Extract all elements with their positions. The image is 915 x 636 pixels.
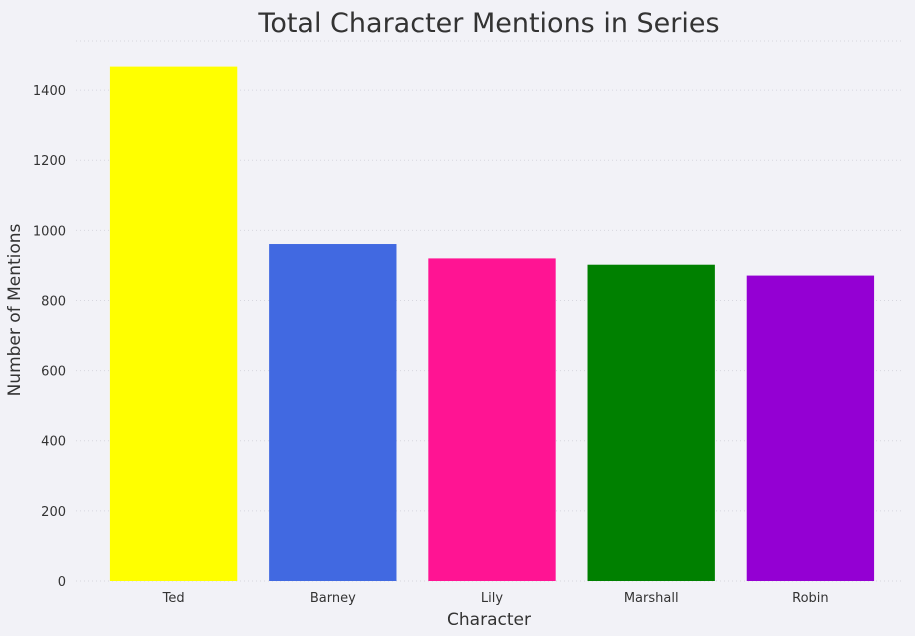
bar-lily — [428, 258, 556, 581]
chart-title: Total Character Mentions in Series — [257, 8, 719, 39]
x-tick-label: Robin — [792, 591, 829, 606]
bars — [109, 66, 875, 581]
y-tick-label: 800 — [41, 294, 66, 309]
y-axis-label: Number of Mentions — [5, 223, 25, 396]
y-tick-label: 600 — [41, 365, 66, 380]
y-tick-label: 1400 — [33, 84, 66, 99]
bar-robin — [746, 275, 875, 581]
bar-marshall — [587, 264, 715, 581]
y-tick-label: 1000 — [33, 224, 66, 239]
y-tick-label: 200 — [41, 505, 66, 520]
bar-ted — [109, 66, 238, 581]
y-tick-label: 0 — [58, 575, 66, 590]
y-axis-ticks: 0 200 400 600 800 1000 1200 1400 — [33, 84, 66, 590]
x-tick-label: Barney — [310, 591, 356, 606]
x-tick-label: Ted — [162, 591, 185, 606]
y-tick-label: 1200 — [33, 154, 66, 169]
x-tick-label: Lily — [481, 591, 503, 606]
x-axis-label: Character — [447, 610, 531, 630]
x-axis-ticks: Ted Barney Lily Marshall Robin — [162, 591, 829, 606]
x-tick-label: Marshall — [624, 591, 679, 606]
y-tick-label: 400 — [41, 435, 66, 450]
bar-barney — [269, 244, 397, 581]
